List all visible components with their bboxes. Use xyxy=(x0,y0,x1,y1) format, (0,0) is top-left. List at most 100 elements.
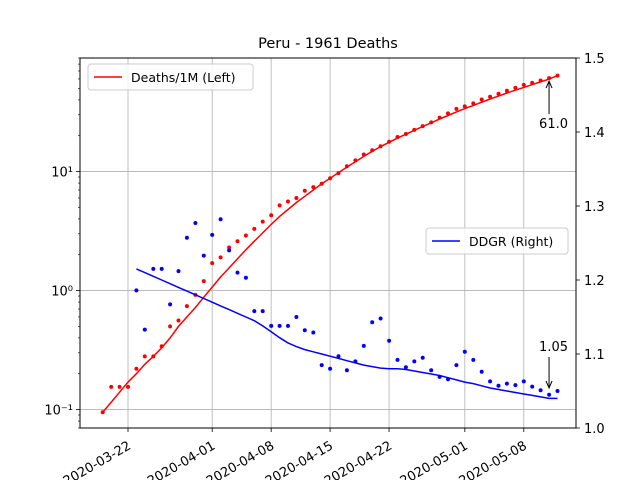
data-point xyxy=(269,323,274,328)
data-point xyxy=(151,266,156,271)
data-point xyxy=(227,245,232,250)
data-point xyxy=(437,115,442,120)
data-point xyxy=(328,366,333,371)
y-left-tick-label: 10⁻¹ xyxy=(44,404,73,419)
legend-box xyxy=(425,227,569,255)
data-point xyxy=(479,369,484,374)
series-layer xyxy=(100,73,560,415)
data-point xyxy=(412,359,417,364)
data-point xyxy=(555,73,560,78)
data-point xyxy=(235,270,240,275)
data-point xyxy=(462,104,467,109)
data-point xyxy=(513,383,518,388)
data-point xyxy=(134,288,139,293)
y-left-tick-label: 10¹ xyxy=(51,166,73,181)
data-point xyxy=(521,379,526,384)
data-point xyxy=(336,354,341,359)
data-point xyxy=(403,365,408,370)
data-point xyxy=(286,323,290,328)
data-point xyxy=(395,135,400,139)
data-point xyxy=(420,124,425,129)
series-line-1 xyxy=(136,268,558,400)
data-point xyxy=(151,354,156,359)
y-left-tick-label: 10⁰ xyxy=(51,285,73,300)
data-point xyxy=(159,344,164,349)
data-point xyxy=(260,309,265,314)
data-point xyxy=(201,253,206,258)
data-point xyxy=(538,78,543,83)
data-point xyxy=(294,315,299,319)
plot-frame xyxy=(79,57,577,429)
data-point xyxy=(159,266,164,271)
data-point xyxy=(370,148,375,153)
data-point xyxy=(387,338,392,343)
annotations: 61.0 1.05 xyxy=(539,79,568,390)
data-point xyxy=(311,330,316,335)
data-point xyxy=(496,91,501,96)
y-right-tick-label: 1.2 xyxy=(584,274,605,289)
data-point xyxy=(521,82,526,87)
y-right-tick-label: 1.4 xyxy=(584,126,605,141)
data-point xyxy=(109,384,114,389)
data-point xyxy=(227,248,232,253)
data-point xyxy=(277,203,282,208)
data-point xyxy=(378,316,383,321)
legends[interactable]: Deaths/1M (Left) DDGR (Right) xyxy=(87,63,569,255)
data-point xyxy=(277,323,282,328)
data-point xyxy=(269,213,274,218)
data-point xyxy=(420,355,425,360)
data-point xyxy=(168,324,173,329)
data-point xyxy=(201,279,206,284)
data-point xyxy=(117,384,122,389)
data-point xyxy=(100,410,105,415)
data-point xyxy=(319,181,324,186)
data-point xyxy=(530,384,535,389)
data-point xyxy=(353,158,358,163)
data-point xyxy=(361,343,366,348)
data-point xyxy=(311,185,316,190)
data-point xyxy=(378,144,383,149)
data-point xyxy=(218,255,223,260)
data-point xyxy=(513,85,518,90)
y-right-tick-label: 1.1 xyxy=(584,348,605,363)
data-point xyxy=(446,111,450,116)
data-point xyxy=(488,94,493,99)
data-point xyxy=(260,219,265,224)
annotation-label: 61.0 xyxy=(539,117,568,132)
data-point xyxy=(184,235,189,240)
data-point xyxy=(488,379,493,384)
data-point xyxy=(235,239,240,244)
annotation-arrowhead xyxy=(545,380,553,390)
data-point xyxy=(504,381,509,386)
data-point xyxy=(218,217,223,222)
data-point xyxy=(344,164,349,169)
annotation-arrowhead xyxy=(545,79,553,89)
data-point xyxy=(210,232,215,237)
data-point xyxy=(243,233,248,238)
data-point xyxy=(462,349,467,354)
annotation-label: 1.05 xyxy=(539,340,568,355)
data-point xyxy=(395,357,400,362)
data-point xyxy=(319,363,324,368)
data-point xyxy=(210,261,215,266)
data-point xyxy=(344,368,349,373)
data-point xyxy=(403,132,408,136)
data-point xyxy=(328,176,333,181)
data-point xyxy=(361,152,366,157)
data-point xyxy=(168,302,173,307)
data-point xyxy=(252,226,257,231)
data-point xyxy=(429,120,434,125)
data-point xyxy=(547,76,552,81)
data-point xyxy=(176,318,181,323)
data-point xyxy=(555,389,560,393)
data-point xyxy=(302,328,307,333)
data-point xyxy=(294,196,299,200)
data-point xyxy=(454,106,459,111)
data-point xyxy=(429,368,434,373)
data-point xyxy=(302,188,307,193)
data-point xyxy=(134,366,139,371)
data-point xyxy=(454,363,459,368)
data-point xyxy=(193,221,198,225)
data-point xyxy=(471,101,476,106)
data-point xyxy=(387,139,392,144)
